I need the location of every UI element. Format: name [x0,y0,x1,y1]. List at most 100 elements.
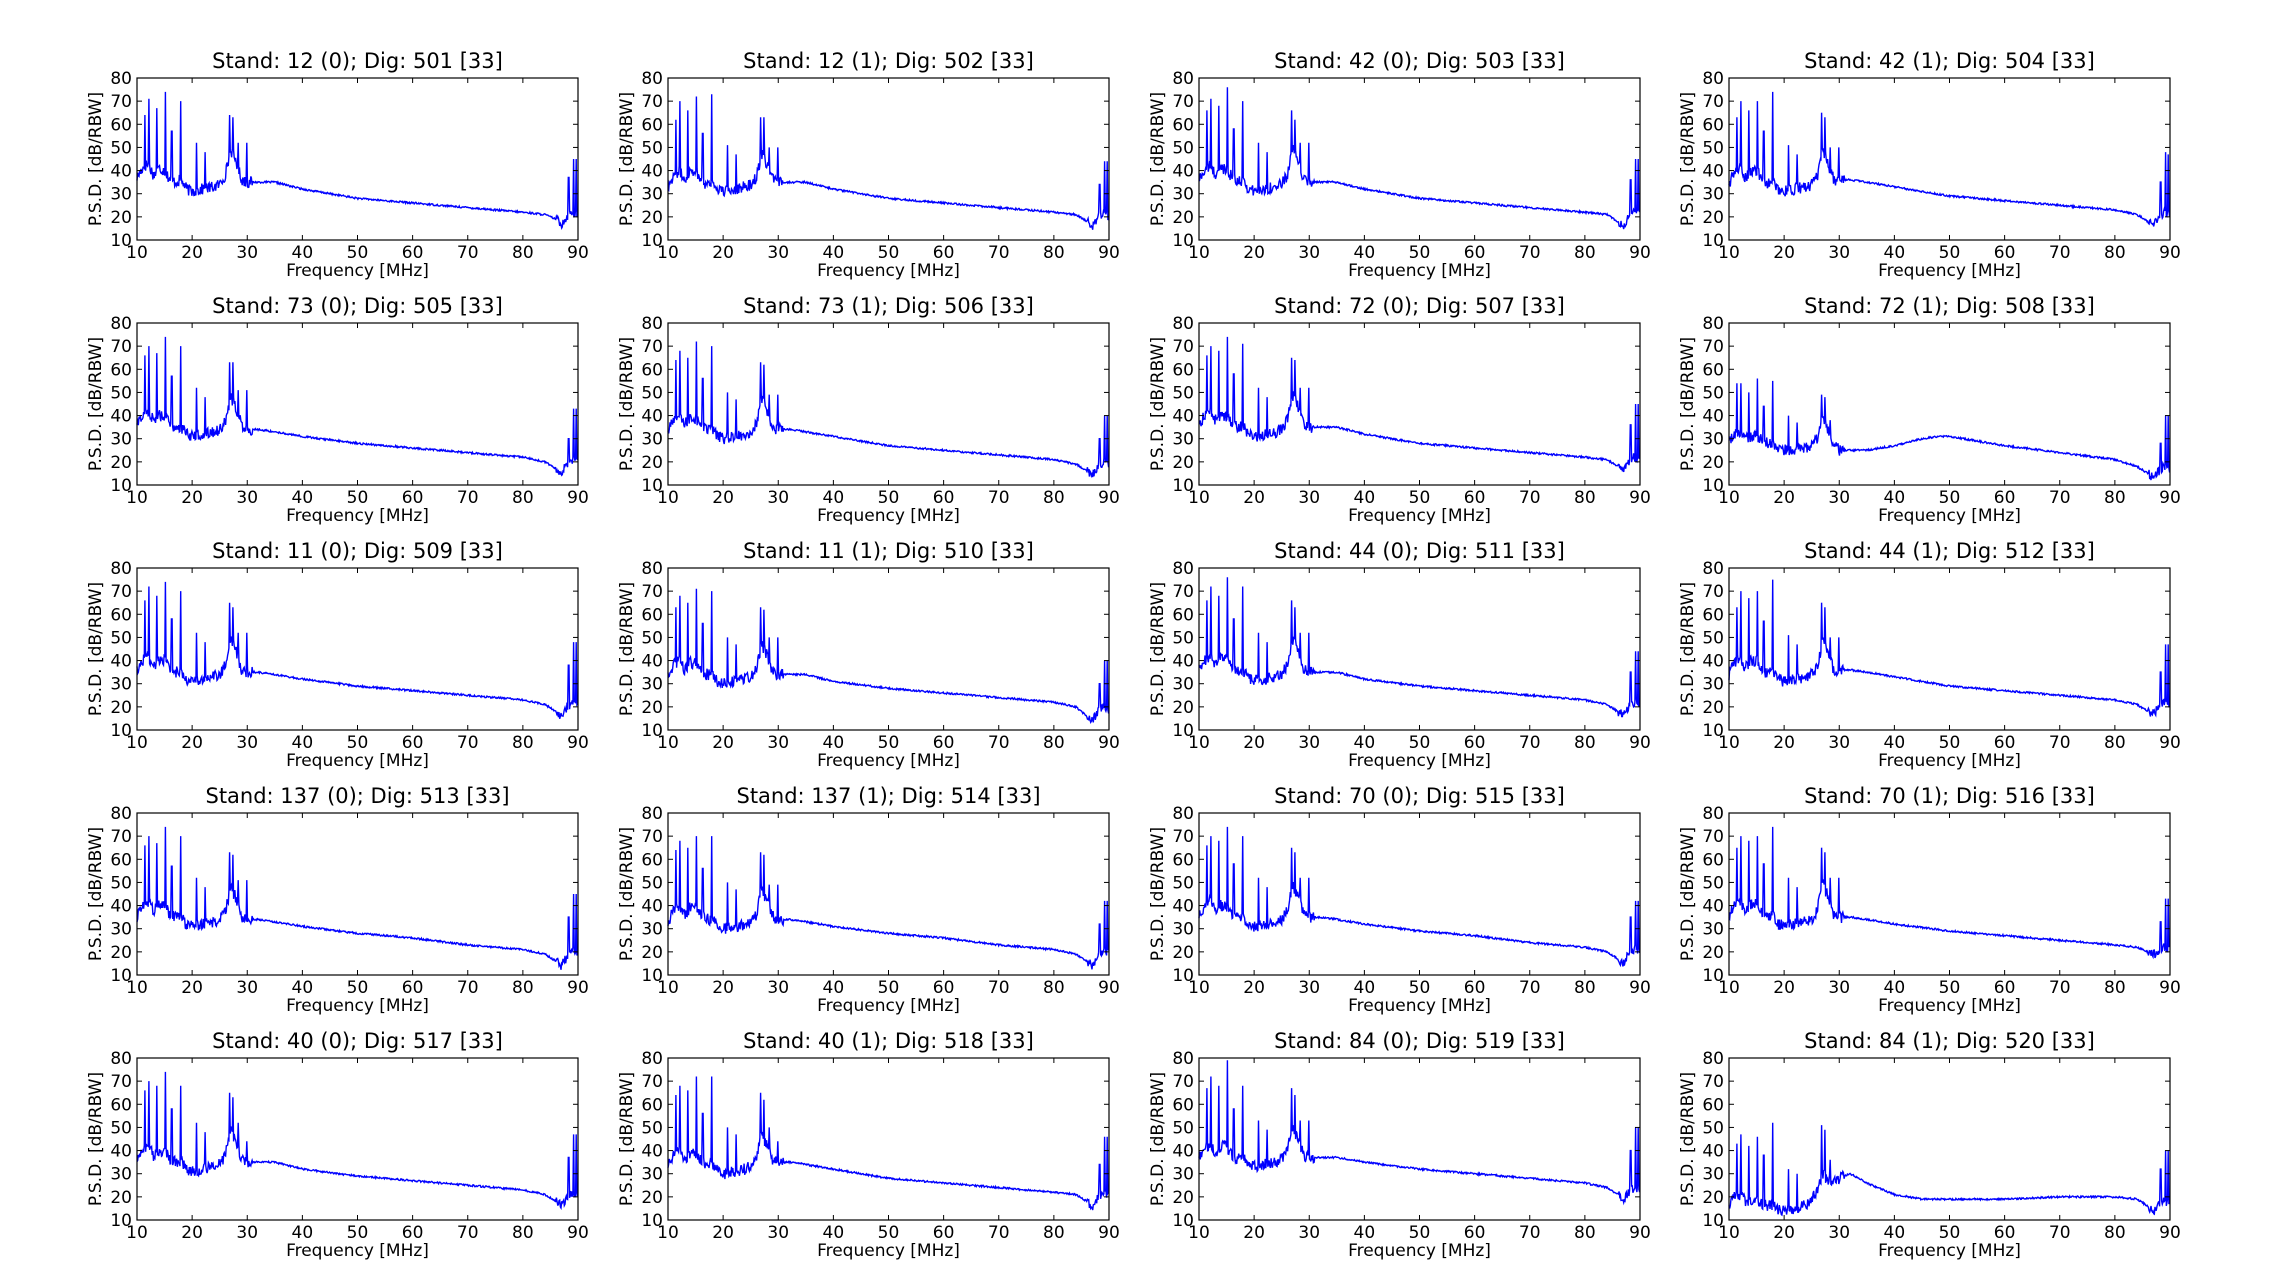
x-tick-label: 20 [712,978,734,998]
axes-frame [667,567,1110,731]
x-tick-label: 40 [292,243,314,263]
y-tick-label: 70 [1172,582,1194,602]
x-tick-label: 30 [767,978,789,998]
axes-frame [1198,322,1641,486]
y-tick-label: 50 [641,873,663,893]
y-tick-label: 30 [110,430,132,450]
series-line [1728,579,2171,718]
x-tick-label: 80 [2104,1223,2126,1243]
y-tick-label: 80 [1702,1049,1724,1069]
x-tick-label: 90 [567,733,589,753]
x-tick-label: 10 [657,978,679,998]
x-tick-label: 50 [1939,488,1961,508]
y-tick-label: 40 [641,162,663,182]
x-tick-label: 90 [1098,1223,1120,1243]
x-tick-label: 30 [767,243,789,263]
y-tick-label: 30 [1702,675,1724,695]
subplot-title: Stand: 70 (1); Dig: 516 [33] [1804,784,2095,808]
y-tick-label: 50 [110,628,132,648]
x-tick-label: 60 [933,488,955,508]
y-tick-label: 30 [1702,1165,1724,1185]
y-tick-label: 80 [1702,559,1724,579]
x-tick-label: 20 [712,488,734,508]
x-tick-label: 10 [1188,1223,1210,1243]
x-tick-label: 10 [126,978,148,998]
x-tick-label: 50 [1939,978,1961,998]
y-axis-label: P.S.D. [dB/RBW] [1678,337,1698,471]
x-tick-label: 50 [878,978,900,998]
subplot-11: Stand: 44 (1); Dig: 512 [33] 10 20 30 40 50 60… [1678,539,2181,771]
y-tick-label: 20 [1702,1188,1724,1208]
x-tick-label: 40 [1884,1223,1906,1243]
x-tick-label: 50 [1939,243,1961,263]
x-tick-label: 80 [512,488,534,508]
y-tick-label: 70 [1702,92,1724,112]
y-tick-label: 10 [1702,721,1724,741]
y-tick-label: 30 [1172,1165,1194,1185]
x-tick-label: 70 [2049,488,2071,508]
subplot-5: Stand: 73 (1); Dig: 506 [33] 10 20 30 40 50 60… [617,294,1120,526]
x-axis-label: Frequency [MHz] [286,751,429,771]
y-axis-label: P.S.D. [dB/RBW] [617,582,637,716]
x-tick-label: 90 [1098,733,1120,753]
x-axis-label: Frequency [MHz] [817,751,960,771]
y-tick-label: 80 [110,314,132,334]
x-axis-label: Frequency [MHz] [817,261,960,281]
subplot-title: Stand: 84 (1); Dig: 520 [33] [1804,1029,2095,1053]
x-tick-label: 70 [988,1223,1010,1243]
x-tick-label: 50 [1409,488,1431,508]
y-tick-label: 20 [641,1188,663,1208]
y-tick-label: 50 [641,1118,663,1138]
y-axis-label: P.S.D. [dB/RBW] [617,337,637,471]
x-tick-label: 70 [2049,733,2071,753]
x-tick-label: 20 [1773,243,1795,263]
x-tick-label: 30 [236,978,258,998]
y-tick-label: 60 [1702,360,1724,380]
x-tick-label: 80 [1574,488,1596,508]
x-axis-label: Frequency [MHz] [817,1241,960,1261]
y-tick-label: 50 [1172,138,1194,158]
x-tick-label: 10 [126,1223,148,1243]
y-tick-label: 30 [641,675,663,695]
x-tick-label: 90 [2159,488,2181,508]
y-tick-label: 50 [110,138,132,158]
x-axis-label: Frequency [MHz] [1878,261,2021,281]
y-tick-label: 60 [1702,850,1724,870]
axes-frame [136,567,579,731]
x-tick-label: 60 [933,733,955,753]
x-tick-label: 10 [1188,733,1210,753]
x-tick-label: 40 [1354,733,1376,753]
series-line [667,1076,1110,1211]
y-tick-label: 80 [110,804,132,824]
subplot-title: Stand: 44 (1); Dig: 512 [33] [1804,539,2095,563]
y-tick-label: 10 [1702,1211,1724,1231]
subplot-16: Stand: 40 (0); Dig: 517 [33] 10 20 30 40 50 60… [86,1029,589,1261]
y-tick-label: 80 [1172,69,1194,89]
subplot-2: Stand: 42 (0); Dig: 503 [33] 10 20 30 40 50 60… [1148,49,1651,281]
y-axis-label: P.S.D. [dB/RBW] [86,92,106,226]
y-tick-label: 30 [1702,430,1724,450]
y-tick-label: 70 [1702,1072,1724,1092]
subplot-title: Stand: 11 (0); Dig: 509 [33] [212,539,503,563]
y-axis-label: P.S.D. [dB/RBW] [1678,827,1698,961]
axes-frame [1198,1057,1641,1221]
x-tick-label: 20 [1773,1223,1795,1243]
x-tick-label: 20 [1243,978,1265,998]
y-tick-label: 40 [641,1142,663,1162]
y-tick-label: 60 [1172,1095,1194,1115]
y-tick-label: 40 [1702,652,1724,672]
y-tick-label: 70 [110,337,132,357]
x-tick-label: 60 [1464,978,1486,998]
x-tick-label: 70 [2049,1223,2071,1243]
x-tick-label: 90 [567,978,589,998]
y-tick-label: 10 [641,721,663,741]
x-tick-label: 20 [712,1223,734,1243]
y-tick-label: 40 [1702,407,1724,427]
y-tick-label: 30 [110,920,132,940]
x-tick-label: 80 [1574,1223,1596,1243]
x-tick-label: 70 [1519,488,1541,508]
x-tick-label: 70 [1519,243,1541,263]
subplot-3: Stand: 42 (1); Dig: 504 [33] 10 20 30 40 50 60… [1678,49,2181,281]
y-tick-label: 10 [641,966,663,986]
subplot-title: Stand: 44 (0); Dig: 511 [33] [1274,539,1565,563]
